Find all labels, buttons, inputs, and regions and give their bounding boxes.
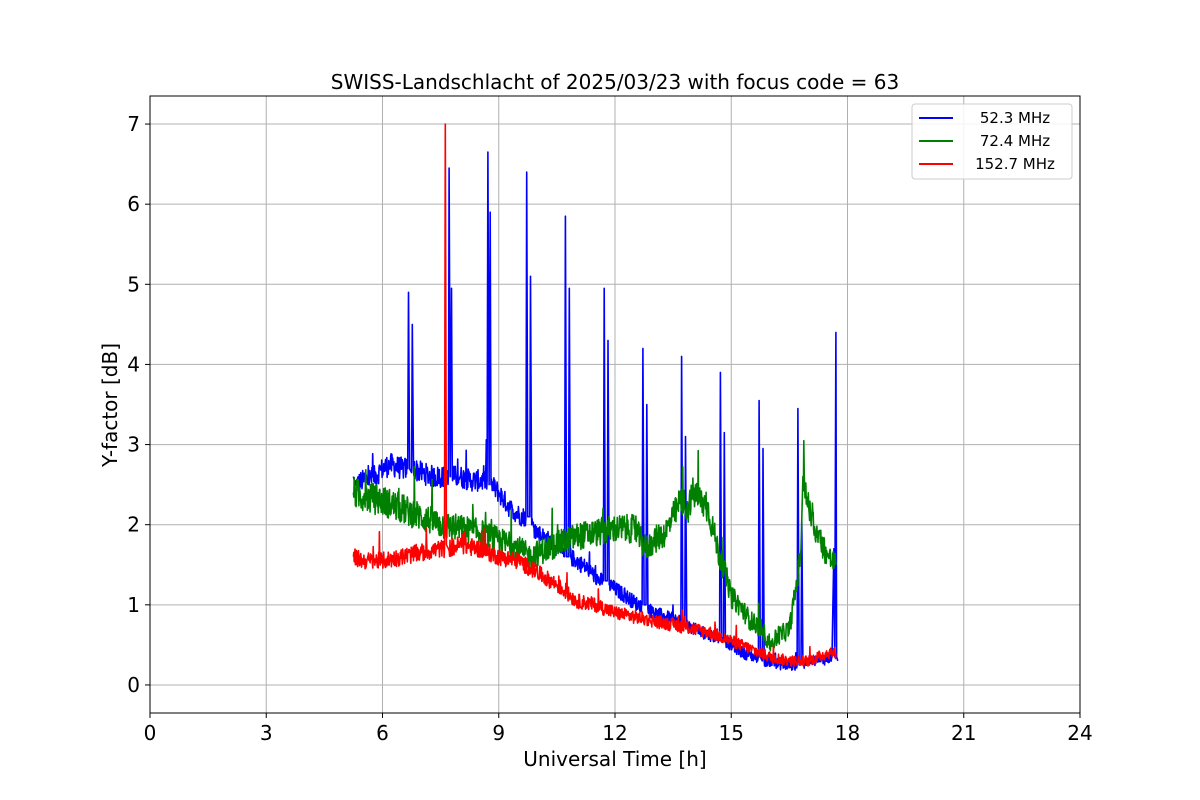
legend-label: 52.3 MHz bbox=[980, 109, 1050, 127]
y-tick-label: 0 bbox=[127, 673, 140, 697]
legend-label: 152.7 MHz bbox=[975, 155, 1055, 173]
chart-title: SWISS-Landschlacht of 2025/03/23 with fo… bbox=[331, 70, 899, 94]
series-line bbox=[352, 123, 837, 668]
x-tick-label: 12 bbox=[602, 721, 627, 745]
x-tick-label: 6 bbox=[376, 721, 389, 745]
x-tick-label: 24 bbox=[1067, 721, 1092, 745]
x-tick-label: 9 bbox=[492, 721, 505, 745]
y-tick-label: 4 bbox=[127, 352, 140, 376]
x-tick-label: 21 bbox=[951, 721, 976, 745]
legend: 52.3 MHz 72.4 MHz 152.7 MHz bbox=[911, 103, 1073, 180]
x-tick-label: 3 bbox=[260, 721, 273, 745]
x-tick-label: 15 bbox=[719, 721, 744, 745]
series-layer bbox=[352, 123, 839, 671]
y-tick-label: 7 bbox=[127, 112, 140, 136]
y-axis-label: Y-factor [dB] bbox=[98, 343, 122, 468]
series-line bbox=[352, 151, 839, 671]
x-tick-label: 18 bbox=[835, 721, 860, 745]
series-line bbox=[352, 439, 837, 652]
legend-box bbox=[911, 103, 1073, 180]
y-tick-label: 1 bbox=[127, 593, 140, 617]
y-tick-label: 3 bbox=[127, 433, 140, 457]
y-tick-label: 5 bbox=[127, 272, 140, 296]
y-tick-label: 2 bbox=[127, 513, 140, 537]
legend-label: 72.4 MHz bbox=[980, 132, 1050, 150]
x-axis-label: Universal Time [h] bbox=[523, 747, 706, 771]
y-tick-label: 6 bbox=[127, 192, 140, 216]
grid bbox=[149, 96, 1081, 713]
x-tick-label: 0 bbox=[144, 721, 157, 745]
